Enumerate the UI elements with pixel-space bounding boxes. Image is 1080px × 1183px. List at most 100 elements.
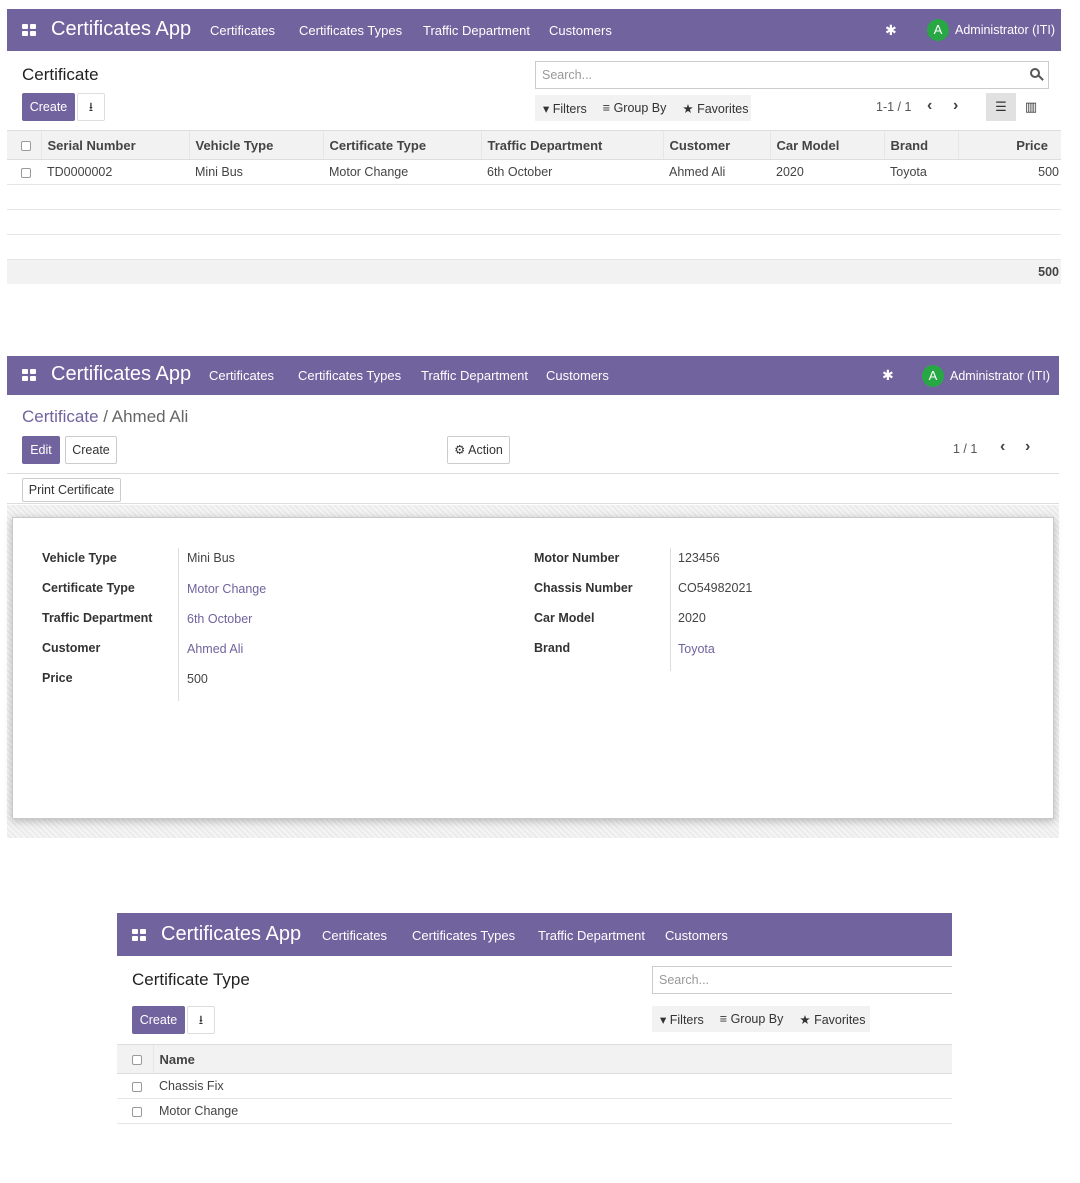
label-brand: Brand: [534, 641, 571, 655]
value-motor-number: 123456: [678, 551, 720, 565]
value-traffic-department[interactable]: 6th October: [187, 612, 253, 626]
print-certificate-button[interactable]: Print Certificate: [22, 478, 121, 502]
create-button[interactable]: Create: [132, 1006, 185, 1034]
cell-customer: Ahmed Ali: [663, 159, 770, 185]
menu-certificates[interactable]: Certificates: [209, 368, 275, 383]
user-name[interactable]: Administrator (ITI): [950, 368, 1051, 383]
label-motor-number: Motor Number: [534, 551, 620, 565]
avatar[interactable]: A: [927, 19, 949, 41]
menu-traffic-department[interactable]: Traffic Department: [421, 368, 528, 383]
pager-value[interactable]: 1-1 / 1: [876, 100, 912, 114]
col-vehicle-type[interactable]: Vehicle Type: [188, 130, 323, 160]
menu-traffic-department[interactable]: Traffic Department: [538, 928, 645, 943]
cell-traffic-department: 6th October: [481, 159, 663, 185]
download-button[interactable]: ⭳: [187, 1006, 215, 1034]
filter-bar: ▾ Filters ≡ Group By ★ Favorites: [535, 95, 751, 121]
create-button[interactable]: Create: [65, 436, 117, 464]
col-car-model[interactable]: Car Model: [769, 130, 884, 160]
menu-certificates-types[interactable]: Certificates Types: [298, 368, 402, 383]
app-brand[interactable]: Certificates App: [51, 18, 192, 40]
app-brand[interactable]: Certificates App: [161, 923, 302, 945]
col-certificate-type[interactable]: Certificate Type: [322, 130, 481, 160]
select-all-checkbox[interactable]: [117, 1044, 153, 1074]
menu-customers[interactable]: Customers: [546, 368, 609, 383]
label-car-model: Car Model: [534, 611, 595, 625]
col-serial-number[interactable]: Serial Number: [40, 130, 189, 160]
cell-name: Motor Change: [153, 1098, 952, 1124]
table-footer-row: 500: [7, 259, 1061, 284]
group-by-button[interactable]: ≡ Group By: [602, 101, 667, 115]
chevron-right-icon[interactable]: ›: [1025, 438, 1031, 455]
col-brand[interactable]: Brand: [883, 130, 958, 160]
table-row[interactable]: Chassis Fix: [117, 1073, 952, 1099]
debug-bug-icon[interactable]: ✱: [882, 367, 894, 383]
search-box: [652, 966, 952, 994]
table-header-row: Serial Number Vehicle Type Certificate T…: [7, 130, 1061, 160]
menu-customers[interactable]: Customers: [665, 928, 728, 943]
cell-vehicle-type: Mini Bus: [189, 159, 323, 185]
label-vehicle-type: Vehicle Type: [42, 551, 117, 565]
apps-grid-icon[interactable]: [22, 369, 36, 381]
search-input[interactable]: [536, 62, 1048, 88]
filters-button[interactable]: ▾ Filters: [543, 101, 587, 116]
menu-certificates-types[interactable]: Certificates Types: [299, 23, 403, 38]
action-button[interactable]: ⚙ Action: [447, 436, 510, 464]
value-car-model: 2020: [678, 611, 706, 625]
download-button[interactable]: ⭳: [77, 93, 105, 121]
cell-serial: TD0000002: [41, 159, 189, 185]
certificate-list-panel: Certificates App Certificates Certificat…: [7, 9, 1061, 289]
cell-price: 500: [958, 159, 1061, 185]
edit-button[interactable]: Edit: [22, 436, 60, 464]
list-view-icon[interactable]: ☰: [986, 93, 1016, 121]
menu-certificates[interactable]: Certificates: [210, 23, 276, 38]
view-switcher: ☰ ▥: [986, 93, 1046, 121]
value-brand[interactable]: Toyota: [678, 642, 715, 656]
col-traffic-department[interactable]: Traffic Department: [480, 130, 663, 160]
debug-bug-icon[interactable]: ✱: [885, 21, 897, 38]
breadcrumb-current: Ahmed Ali: [111, 407, 189, 426]
chevron-left-icon[interactable]: ‹: [927, 97, 933, 114]
filters-button[interactable]: ▾ Filters: [660, 1012, 704, 1027]
empty-row: [7, 184, 1061, 210]
menu-traffic-department[interactable]: Traffic Department: [423, 23, 530, 38]
favorites-button[interactable]: ★ Favorites: [682, 101, 749, 116]
favorites-button[interactable]: ★ Favorites: [799, 1012, 866, 1027]
field-separator: [178, 548, 179, 701]
chevron-left-icon[interactable]: ‹: [1000, 438, 1006, 455]
create-button[interactable]: Create: [22, 93, 75, 121]
group-by-button[interactable]: ≡ Group By: [719, 1012, 784, 1026]
cell-name: Chassis Fix: [153, 1073, 952, 1099]
value-certificate-type[interactable]: Motor Change: [187, 582, 267, 596]
certificate-type-list-panel: Certificates App Certificates Certificat…: [117, 913, 952, 1128]
avatar[interactable]: A: [922, 364, 944, 387]
pager-value[interactable]: 1 / 1: [953, 442, 978, 456]
menu-certificates[interactable]: Certificates: [322, 928, 388, 943]
chevron-right-icon[interactable]: ›: [953, 97, 959, 114]
col-customer[interactable]: Customer: [662, 130, 770, 160]
row-checkbox[interactable]: [117, 1098, 153, 1124]
graph-view-icon[interactable]: ▥: [1024, 99, 1038, 114]
star-icon: ★: [799, 1012, 811, 1027]
search-icon[interactable]: [1030, 68, 1040, 78]
breadcrumb-parent[interactable]: Certificate: [22, 407, 99, 426]
table-row[interactable]: Motor Change: [117, 1098, 952, 1124]
user-name[interactable]: Administrator (ITI): [955, 23, 1056, 37]
col-price[interactable]: Price: [957, 130, 1061, 160]
value-customer[interactable]: Ahmed Ali: [187, 642, 244, 656]
select-all-checkbox[interactable]: [7, 130, 41, 160]
search-input[interactable]: [653, 967, 952, 993]
app-brand[interactable]: Certificates App: [51, 363, 192, 385]
table-header-row: Name: [117, 1044, 952, 1074]
col-name[interactable]: Name: [152, 1044, 952, 1074]
row-checkbox[interactable]: [117, 1073, 153, 1099]
apps-grid-icon[interactable]: [22, 24, 36, 36]
menu-customers[interactable]: Customers: [549, 23, 612, 38]
cell-car-model: 2020: [770, 159, 884, 185]
label-price: Price: [42, 671, 73, 685]
row-checkbox[interactable]: [7, 159, 41, 185]
apps-grid-icon[interactable]: [132, 929, 146, 941]
menu-certificates-types[interactable]: Certificates Types: [412, 928, 516, 943]
statusbar: Print Certificate: [7, 473, 1059, 504]
value-chassis-number: CO54982021: [678, 581, 753, 595]
table-row[interactable]: TD0000002 Mini Bus Motor Change 6th Octo…: [7, 159, 1061, 185]
